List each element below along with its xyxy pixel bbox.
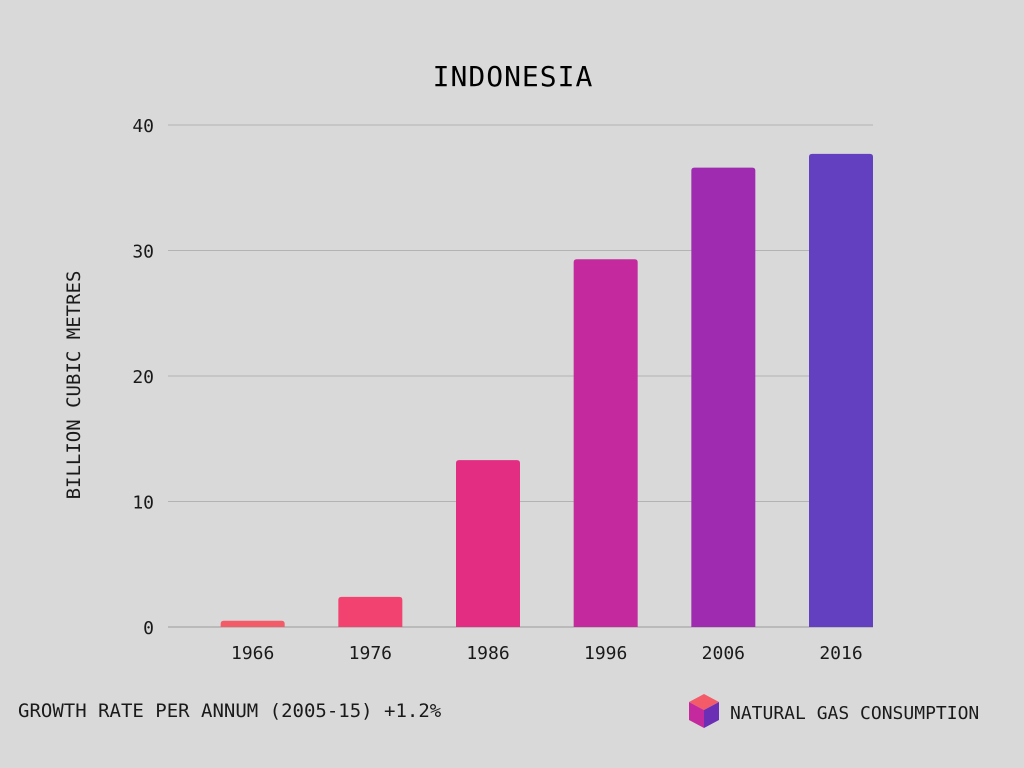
- y-tick-label: 10: [132, 493, 154, 514]
- x-tick-label: 1996: [584, 643, 627, 664]
- legend: NATURAL GAS CONSUMPTION: [688, 693, 979, 733]
- y-tick-label: 40: [132, 116, 154, 137]
- y-tick-label: 0: [143, 618, 154, 639]
- y-tick-label: 20: [132, 367, 154, 388]
- bar-1996: [573, 259, 638, 627]
- bar-chart: INDONESIA 0 10 20 30 40 1966 1976 1986 1996 2006…: [63, 60, 873, 664]
- x-tick-label: 1966: [231, 643, 274, 664]
- x-axis-ticks: 1966 1976 1986 1996 2006 2016: [231, 643, 863, 664]
- gridlines: [168, 124, 873, 628]
- bar-1976: [338, 596, 403, 627]
- legend-label: NATURAL GAS CONSUMPTION: [730, 702, 980, 724]
- x-tick-label: 1976: [349, 643, 392, 664]
- x-tick-label: 2016: [819, 643, 862, 664]
- cube-icon: [688, 693, 720, 733]
- y-axis-title: BILLION CUBIC METRES: [63, 271, 85, 500]
- bars: [220, 153, 873, 628]
- bar-2006: [691, 167, 756, 628]
- bar-1966: [220, 620, 285, 627]
- bar-2016: [809, 153, 873, 628]
- x-tick-label: 1986: [466, 643, 509, 664]
- bar-1986: [456, 460, 520, 627]
- chart-title: INDONESIA: [433, 60, 594, 93]
- y-tick-label: 30: [132, 242, 154, 263]
- y-axis-ticks: 0 10 20 30 40: [132, 116, 154, 639]
- x-tick-label: 2006: [702, 643, 745, 664]
- growth-rate-text: GROWTH RATE PER ANNUM (2005-15) +1.2%: [18, 700, 442, 722]
